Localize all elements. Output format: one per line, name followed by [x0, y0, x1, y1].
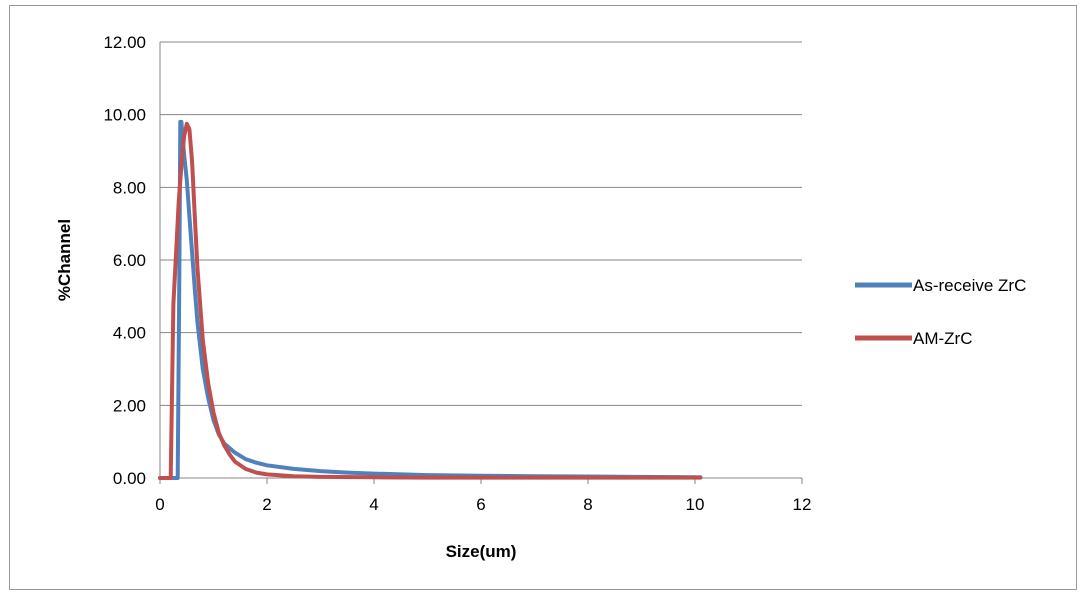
x-tick-label: 12 [793, 495, 812, 514]
x-tick-label: 2 [262, 495, 271, 514]
series-lines [158, 119, 703, 480]
legend: As-receive ZrC AM-ZrC [855, 276, 1026, 348]
y-tick-label: 10.00 [103, 106, 146, 125]
x-tick-label: 4 [369, 495, 378, 514]
y-tick-label: 4.00 [113, 324, 146, 343]
y-tick-label: 8.00 [113, 178, 146, 197]
x-tick-label: 6 [476, 495, 485, 514]
y-tick-label: 12.00 [103, 33, 146, 52]
legend-label-0: As-receive ZrC [913, 276, 1026, 295]
x-axis-title: Size(um) [446, 542, 517, 561]
tick-labels: 0.00 2.00 4.00 6.00 8.00 10.00 12.00 0 2 4 6 8 10 12 [103, 33, 811, 514]
y-axis-title: %Channel [55, 219, 74, 301]
x-tick-label: 0 [155, 495, 164, 514]
chart-frame [9, 5, 1077, 590]
legend-label-1: AM-ZrC [913, 329, 972, 348]
x-tick-label: 10 [686, 495, 705, 514]
series-line-0 [158, 119, 703, 480]
y-tick-label: 2.00 [113, 396, 146, 415]
gridlines [160, 41, 802, 406]
series-line-1 [158, 121, 703, 480]
y-tick-label: 6.00 [113, 251, 146, 270]
x-tick-label: 8 [583, 495, 592, 514]
y-tick-label: 0.00 [113, 469, 146, 488]
axes [159, 42, 803, 484]
